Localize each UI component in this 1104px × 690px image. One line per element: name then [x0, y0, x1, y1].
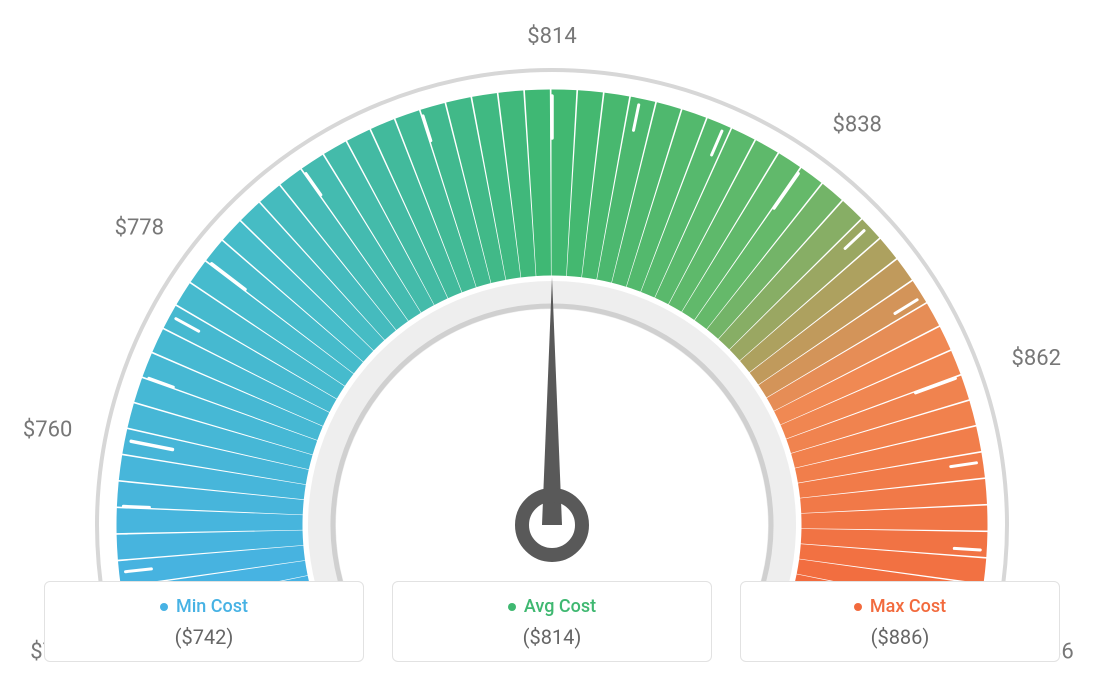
- legend-value-min: ($742): [55, 625, 353, 649]
- tick-label: $862: [1012, 346, 1061, 371]
- legend-title-avg: Avg Cost: [508, 596, 596, 617]
- legend-label-min: Min Cost: [176, 596, 248, 617]
- cost-gauge-chart: $742$760$778$814$838$862$886 Min Cost ($…: [0, 0, 1104, 690]
- legend-dot-max: [854, 603, 862, 611]
- legend-title-max: Max Cost: [854, 596, 946, 617]
- gauge-needle: [542, 277, 562, 525]
- tick-label: $814: [527, 24, 576, 49]
- legend-card-max: Max Cost ($886): [740, 581, 1060, 663]
- legend-card-min: Min Cost ($742): [44, 581, 364, 663]
- tick-label: $838: [832, 112, 881, 137]
- legend-value-max: ($886): [751, 625, 1049, 649]
- legend-value-avg: ($814): [403, 625, 701, 649]
- legend-label-avg: Avg Cost: [524, 596, 596, 617]
- tick-label: $778: [115, 215, 164, 240]
- legend-dot-avg: [508, 603, 516, 611]
- legend-row: Min Cost ($742) Avg Cost ($814) Max Cost…: [0, 581, 1104, 663]
- legend-dot-min: [160, 603, 168, 611]
- tick-label: $760: [23, 418, 72, 443]
- legend-card-avg: Avg Cost ($814): [392, 581, 712, 663]
- legend-title-min: Min Cost: [160, 596, 248, 617]
- legend-label-max: Max Cost: [870, 596, 946, 617]
